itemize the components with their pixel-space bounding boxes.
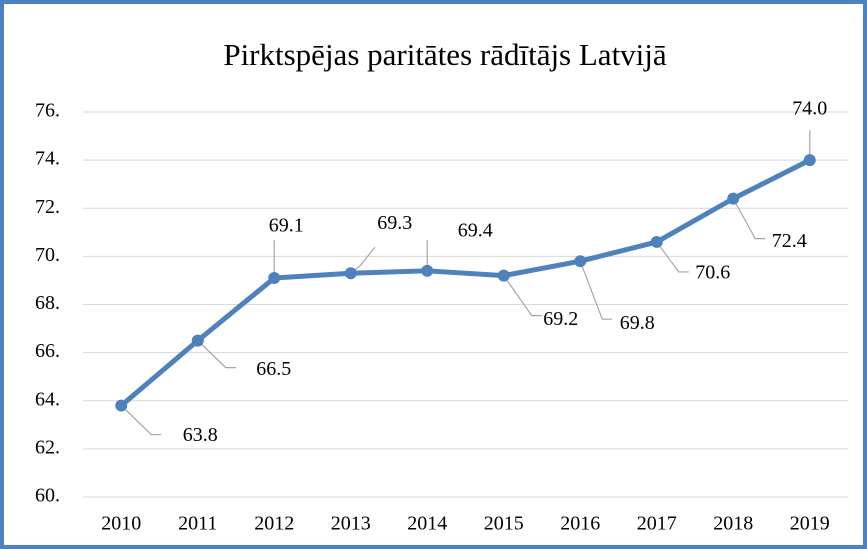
y-tick-label: 66. [35,340,60,362]
x-tick-label: 2019 [790,513,830,535]
data-point [650,235,663,248]
series-line [119,157,811,408]
data-label: 66.5 [256,358,291,380]
x-tick-label: 2017 [637,513,677,535]
data-point [497,269,510,282]
data-label: 74.0 [792,98,827,120]
leader-line [656,241,689,273]
data-label: 70.6 [695,262,730,284]
data-label: 63.8 [183,424,218,446]
data-point [727,192,740,205]
y-tick-label: 60. [35,485,60,507]
x-tick-label: 2014 [407,513,447,535]
data-point [421,264,434,277]
data-point [574,255,587,268]
leader-line [732,198,766,240]
x-tick-label: 2016 [560,513,600,535]
data-label: 69.1 [269,215,304,237]
y-tick-label: 62. [35,436,60,458]
data-label: 69.3 [377,212,412,234]
y-tick-label: 68. [35,292,60,314]
y-tick-label: 72. [35,196,60,218]
data-point [268,272,281,285]
data-point [803,154,816,167]
data-point [344,267,357,280]
x-tick-label: 2015 [484,513,524,535]
data-label: 69.2 [543,308,578,330]
x-tick-label: 2011 [178,513,217,535]
data-label: 72.4 [772,230,807,252]
x-tick-label: 2012 [254,513,294,535]
data-label: 69.4 [458,219,493,241]
data-point [115,399,128,412]
chart-title: Pirktspējas paritātes rādītājs Latvijā [223,37,667,72]
leader-line [197,340,236,369]
x-tick-label: 2018 [713,513,753,535]
data-label: 69.8 [620,312,655,334]
data-point [191,334,204,347]
y-tick-label: 74. [35,148,60,170]
leader-line [503,275,542,317]
leader-line [579,260,613,320]
y-tick-label: 76. [35,100,60,122]
y-tick-label: 70. [35,244,60,266]
x-tick-label: 2010 [101,513,141,535]
leader-line [120,405,162,436]
y-tick-label: 64. [35,388,60,410]
x-tick-label: 2013 [331,513,371,535]
